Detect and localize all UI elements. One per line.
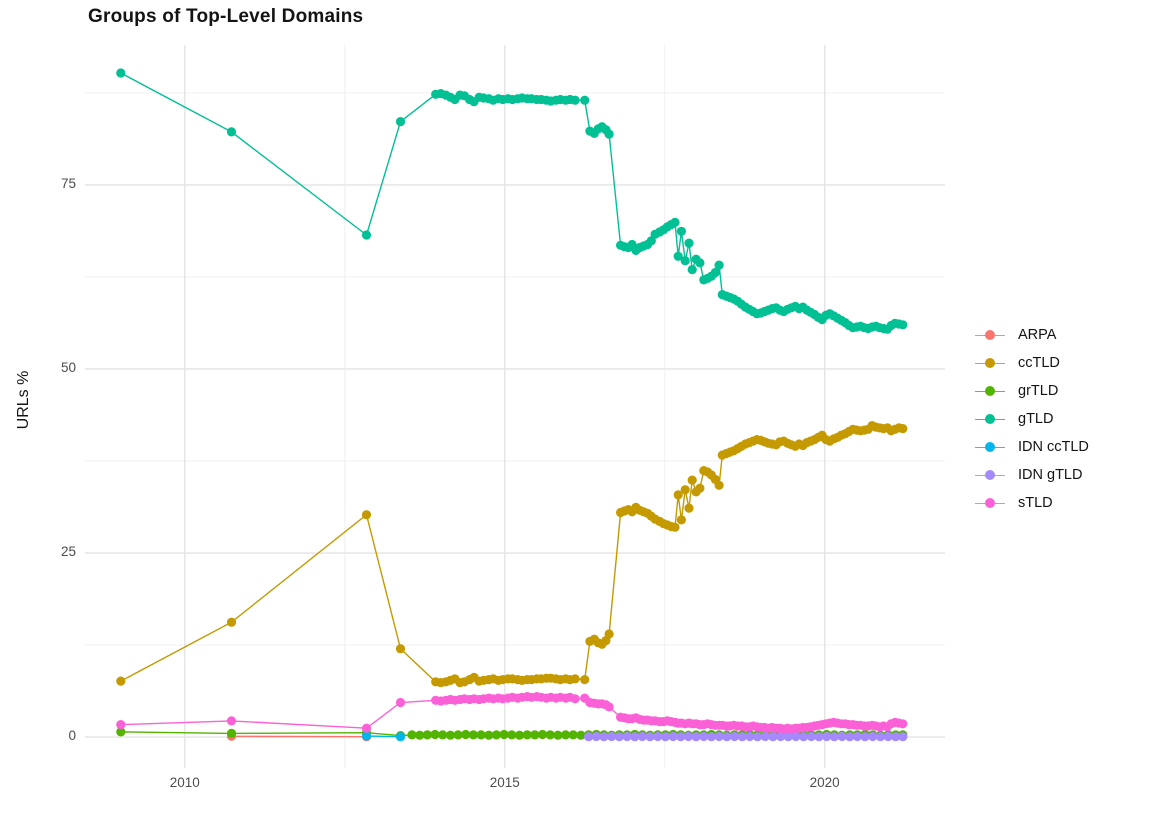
legend-label: gTLD [1018,411,1054,427]
legend-label: IDN ccTLD [1018,439,1089,455]
legend-key-icon [975,356,1005,370]
legend-label: grTLD [1018,383,1059,399]
series-line-gtld [120,72,903,330]
legend-key-icon [975,328,1005,342]
x-tick-label-2010: 2010 [169,775,200,790]
legend-key-icon [975,384,1005,398]
y-tick-label-50: 50 [60,359,76,375]
legend-key-icon [975,412,1005,426]
chart-title: Groups of Top-Level Domains [88,6,364,27]
series-line-idn-cctld [366,735,401,738]
y-axis-label: URLs % [15,370,32,430]
legend-item-idn-gtld: IDN gTLD [975,461,1089,489]
y-tick-label-25: 25 [60,544,76,559]
series-line-stld [120,695,903,730]
legend: ARPA ccTLD grTLD gTLD IDN ccTLD IDN gTLD… [975,321,1089,517]
x-tick-label-2015: 2015 [489,775,520,790]
legend-item-arpa: ARPA [975,321,1089,349]
legend-label: IDN gTLD [1018,467,1083,483]
legend-key-icon [975,496,1005,510]
y-tick-label-75: 75 [60,175,76,191]
series-line-cctld [120,424,903,684]
series-gtld [116,68,908,334]
series-stld [116,692,908,734]
x-tick-label-2020: 2020 [809,775,840,790]
legend-item-gtld: gTLD [975,405,1089,433]
legend-label: ARPA [1018,327,1057,343]
legend-label: sTLD [1018,495,1053,511]
legend-key-icon [975,440,1005,454]
panel-grid-minor [85,45,945,768]
legend-item-stld: sTLD [975,489,1089,517]
legend-item-cctld: ccTLD [975,349,1089,377]
legend-label: ccTLD [1018,355,1060,371]
legend-key-icon [975,468,1005,482]
y-tick-label-0: 0 [68,728,76,744]
panel-grid-major [85,45,945,768]
legend-item-idn-cctld: IDN ccTLD [975,433,1089,461]
legend-item-grtld: grTLD [975,377,1089,405]
